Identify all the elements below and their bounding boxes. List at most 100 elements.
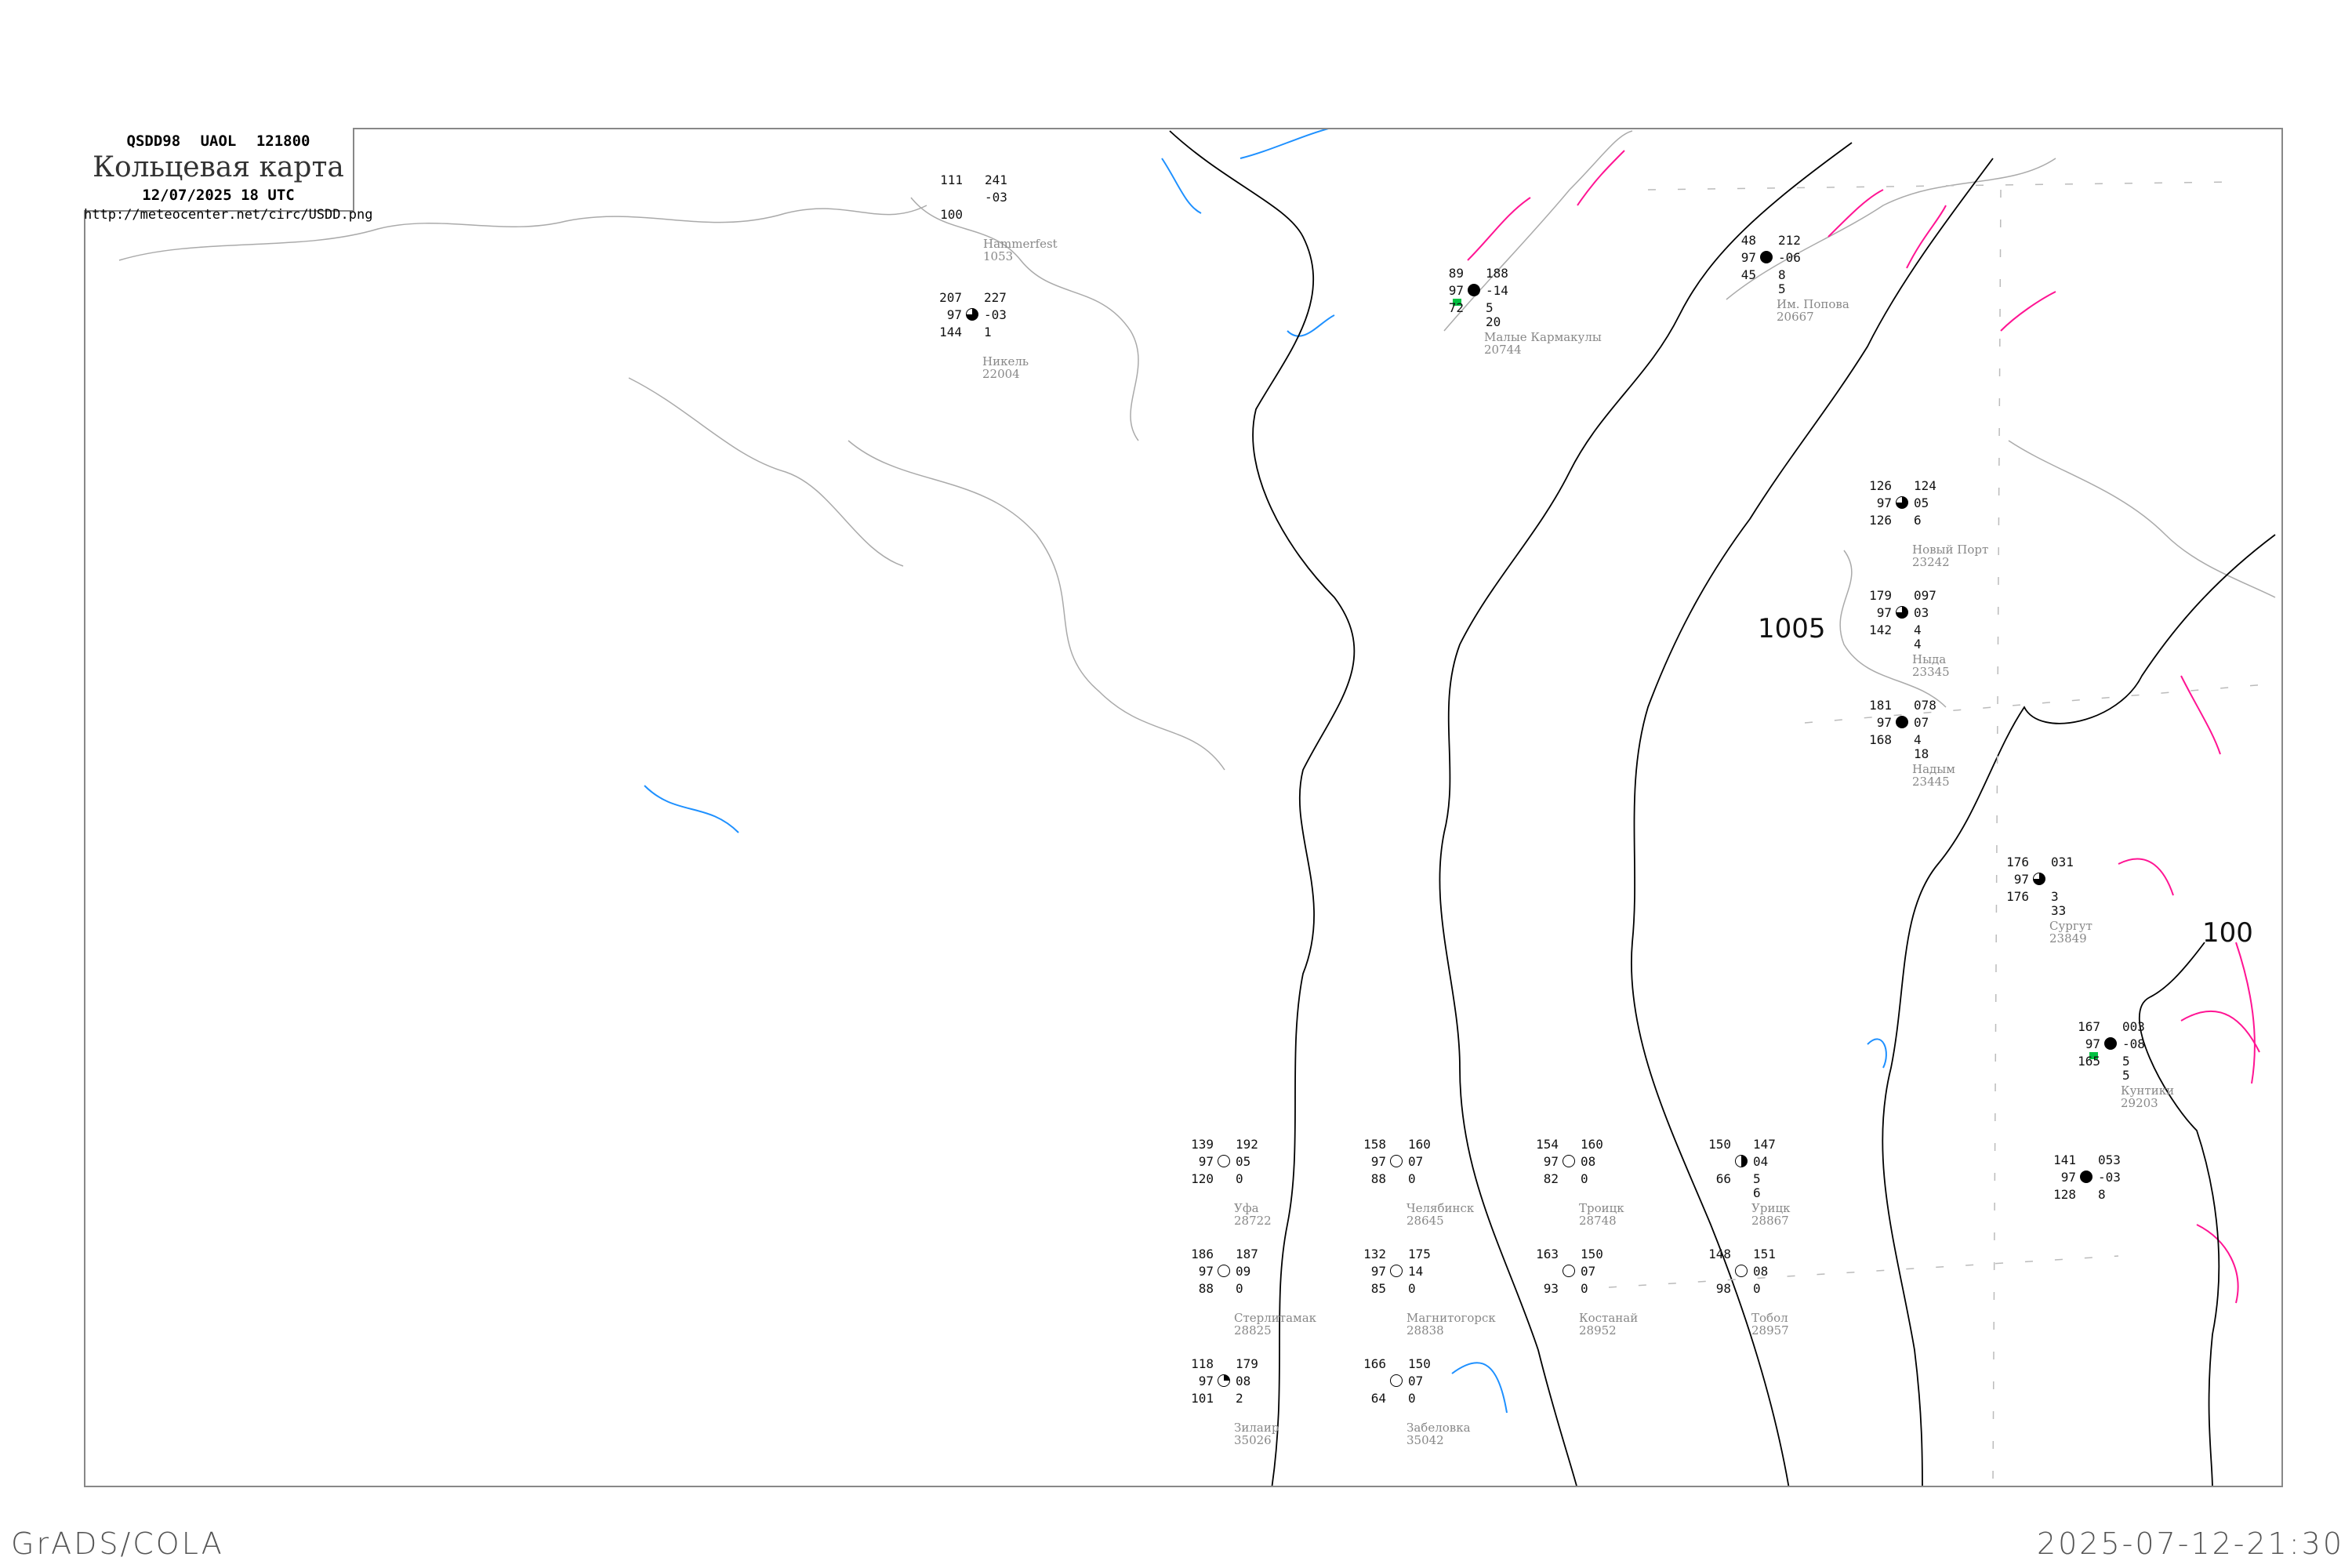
dewpoint: 165 — [2078, 1054, 2100, 1069]
precipitation-marker — [2089, 1052, 2098, 1059]
station-name: Новый Порт — [1912, 543, 1989, 557]
source-url[interactable]: http://meteocenter.net/circ/USDD.png — [84, 207, 373, 223]
pressure: 187 — [1236, 1247, 1258, 1261]
station-name: Магнитогорск — [1406, 1311, 1496, 1325]
dewpoint: 72 — [1448, 300, 1464, 315]
station-name: Кунтики — [2121, 1083, 2175, 1098]
station-name: Никель — [982, 354, 1029, 368]
cloud-cover-icon — [2080, 1171, 2092, 1183]
station-index: 1053 — [983, 249, 1014, 263]
pressure: 151 — [1753, 1247, 1776, 1261]
dewpoint: 88 — [1198, 1281, 1214, 1296]
pressure: 179 — [1236, 1356, 1258, 1371]
dewpoint: 93 — [1543, 1281, 1559, 1296]
station-name: Ныда — [1912, 652, 1947, 666]
pressure: 160 — [1408, 1137, 1431, 1152]
station-index: 23345 — [1912, 665, 1950, 679]
temperature: 176 — [2006, 855, 2029, 869]
graticule — [1608, 181, 2276, 1484]
dewpoint: 98 — [1715, 1281, 1731, 1296]
pressure-tendency: 08 — [1753, 1264, 1769, 1279]
pressure-tendency: 03 — [1914, 605, 1929, 620]
precipitation-marker — [1453, 299, 1461, 306]
weather-code: 0 — [1408, 1391, 1416, 1406]
dewpoint: 88 — [1370, 1171, 1386, 1186]
pressure: 192 — [1236, 1137, 1258, 1152]
visibility: 97 — [1876, 715, 1892, 730]
pressure: 031 — [2051, 855, 2074, 869]
pressure-tendency: -03 — [984, 307, 1007, 322]
station-name: Стерлитамак — [1234, 1311, 1317, 1325]
weather-code: 3 — [2051, 889, 2059, 904]
temperature: 48 — [1740, 233, 1756, 248]
map-datetime: 12/07/2025 18 UTC — [142, 187, 295, 204]
station-name: Малые Кармакулы — [1484, 330, 1602, 344]
station-index: 35026 — [1234, 1433, 1272, 1447]
station-name: Тобол — [1751, 1311, 1788, 1325]
isobars — [1169, 130, 2276, 1486]
station-index: 23849 — [2049, 931, 2087, 946]
station-name: Костанай — [1579, 1311, 1639, 1325]
dewpoint: 142 — [1869, 622, 1892, 637]
visibility: 97 — [2085, 1036, 2100, 1051]
pressure: 227 — [984, 290, 1007, 305]
visibility: 97 — [1448, 283, 1464, 298]
station-name: Урицк — [1751, 1201, 1791, 1215]
cloud-cover-icon — [1390, 1265, 1403, 1277]
station-name: Надым — [1912, 762, 1955, 776]
station-index: 20667 — [1777, 310, 1814, 324]
pressure-tendency: 04 — [1753, 1154, 1769, 1169]
dewpoint: 82 — [1543, 1171, 1559, 1186]
pressure: 150 — [1408, 1356, 1431, 1371]
cloud-cover-icon — [1735, 1155, 1748, 1167]
pressure-tendency: 08 — [1236, 1374, 1251, 1388]
pressure-tendency: 07 — [1408, 1374, 1424, 1388]
station-name: Забеловка — [1406, 1421, 1471, 1435]
pressure-tendency: 07 — [1914, 715, 1929, 730]
temperature: 150 — [1708, 1137, 1731, 1152]
dewpoint: 64 — [1370, 1391, 1386, 1406]
visibility: 97 — [2060, 1170, 2076, 1185]
temperature: 111 — [940, 172, 963, 187]
temperature: 126 — [1869, 478, 1892, 493]
weather-code: 5 — [2122, 1054, 2130, 1069]
weather-code: 4 — [1914, 732, 1922, 747]
cloud-cover-icon — [1468, 284, 1480, 296]
cloud-base: 6 — [1753, 1185, 1761, 1200]
pressure: 212 — [1778, 233, 1801, 248]
weather-code: 0 — [1753, 1281, 1761, 1296]
weather-code: 0 — [1408, 1281, 1416, 1296]
station-index: 28722 — [1234, 1214, 1272, 1228]
dewpoint: 128 — [2053, 1187, 2076, 1202]
station-index: 28952 — [1579, 1323, 1617, 1338]
bulletin-code: QSDD98 UAOL 121800 — [126, 132, 310, 150]
map-frame: 1005 100 89 188 97 -14 72 5 20 Малые Кармакулы 2… — [84, 128, 2283, 1487]
pressure: 097 — [1914, 588, 1936, 603]
station-name: Уфа — [1234, 1201, 1259, 1215]
cloud-cover-icon — [1390, 1155, 1403, 1167]
weather-code: 0 — [1581, 1171, 1588, 1186]
station-name: Сургут — [2049, 919, 2092, 933]
cloud-cover-icon — [1563, 1155, 1575, 1167]
cloud-base: 4 — [1914, 637, 1922, 652]
weather-code: 5 — [1753, 1171, 1761, 1186]
footer-software: GrADS/COLA — [11, 1526, 224, 1561]
weather-code: 0 — [1236, 1171, 1243, 1186]
pressure: 241 — [985, 172, 1007, 187]
visibility: 97 — [1740, 250, 1756, 265]
station-name: Челябинск — [1406, 1201, 1475, 1215]
pressure-tendency: -06 — [1778, 250, 1801, 265]
cloud-cover-icon — [1896, 496, 1908, 509]
temperature: 166 — [1363, 1356, 1386, 1371]
temperature: 181 — [1869, 698, 1892, 713]
station-name: Троицк — [1579, 1201, 1624, 1215]
cloud-cover-icon — [1218, 1265, 1230, 1277]
weather-code: 2 — [1236, 1391, 1243, 1406]
map-title: Кольцевая карта — [93, 151, 344, 183]
dewpoint: 120 — [1191, 1171, 1214, 1186]
station-name: Им. Попова — [1777, 297, 1849, 311]
dewpoint: 100 — [940, 207, 963, 222]
weather-code: 0 — [1581, 1281, 1588, 1296]
isobar-label: 1005 — [1758, 613, 1826, 644]
map-canvas — [118, 129, 2276, 1486]
